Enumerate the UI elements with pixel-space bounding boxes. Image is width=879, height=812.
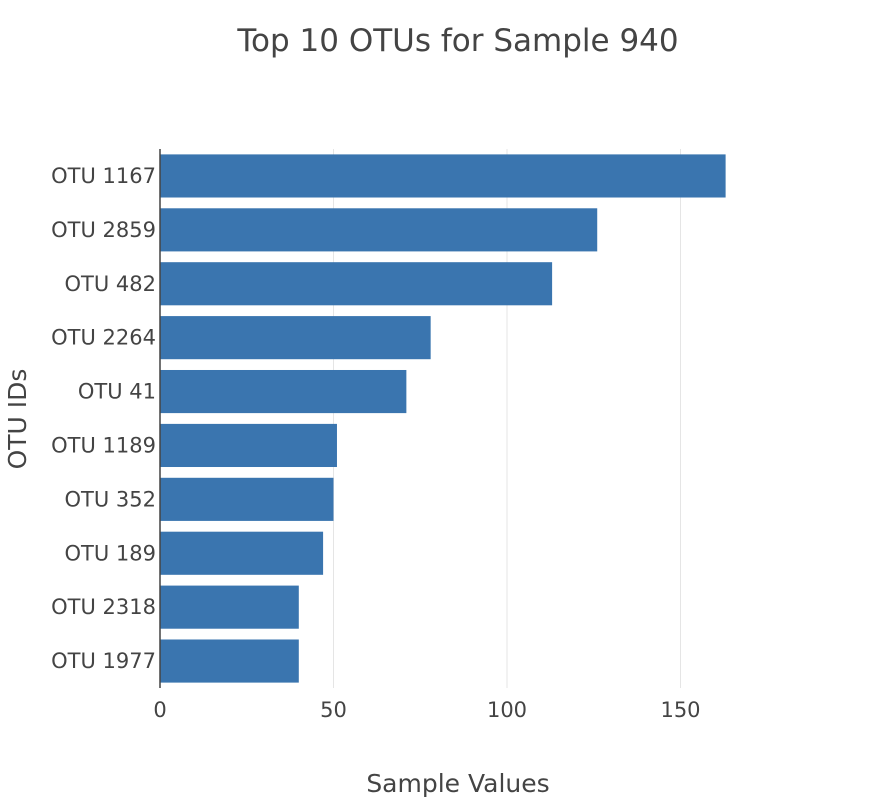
y-tick-label: OTU 352 — [65, 487, 157, 511]
x-tick-label: 50 — [320, 698, 347, 722]
y-tick-label: OTU 2318 — [51, 595, 156, 619]
bar[interactable] — [160, 208, 598, 252]
bar[interactable] — [160, 423, 337, 468]
y-tick-label: OTU 1167 — [51, 164, 156, 188]
x-axis-title: Sample Values — [366, 769, 549, 798]
bars — [160, 154, 726, 683]
y-axis-title: OTU IDs — [3, 369, 32, 470]
bar[interactable] — [160, 531, 324, 575]
bar[interactable] — [160, 316, 431, 360]
y-tick-label: OTU 1189 — [51, 433, 156, 457]
y-tick-label: OTU 1977 — [51, 649, 156, 673]
x-tick-labels: 0 50 100 150 — [153, 698, 700, 722]
y-tick-label: OTU 41 — [78, 380, 156, 404]
y-tick-labels: OTU 1167 OTU 2859 OTU 482 OTU 2264 OTU 41 OTU… — [51, 164, 156, 673]
y-tick-label: OTU 189 — [65, 541, 157, 565]
chart-title: Top 10 OTUs for Sample 940 — [236, 23, 678, 59]
x-tick-label: 150 — [660, 698, 700, 722]
y-tick-label: OTU 482 — [65, 272, 157, 296]
bar[interactable] — [160, 369, 407, 414]
x-tick-label: 100 — [487, 698, 527, 722]
y-tick-label: OTU 2264 — [51, 326, 156, 350]
bar[interactable] — [160, 477, 334, 521]
bar[interactable] — [160, 154, 726, 198]
y-tick-label: OTU 2859 — [51, 218, 156, 242]
x-tick-label: 0 — [153, 698, 166, 722]
bar[interactable] — [160, 639, 299, 683]
bar[interactable] — [160, 262, 553, 306]
bar[interactable] — [160, 585, 299, 629]
